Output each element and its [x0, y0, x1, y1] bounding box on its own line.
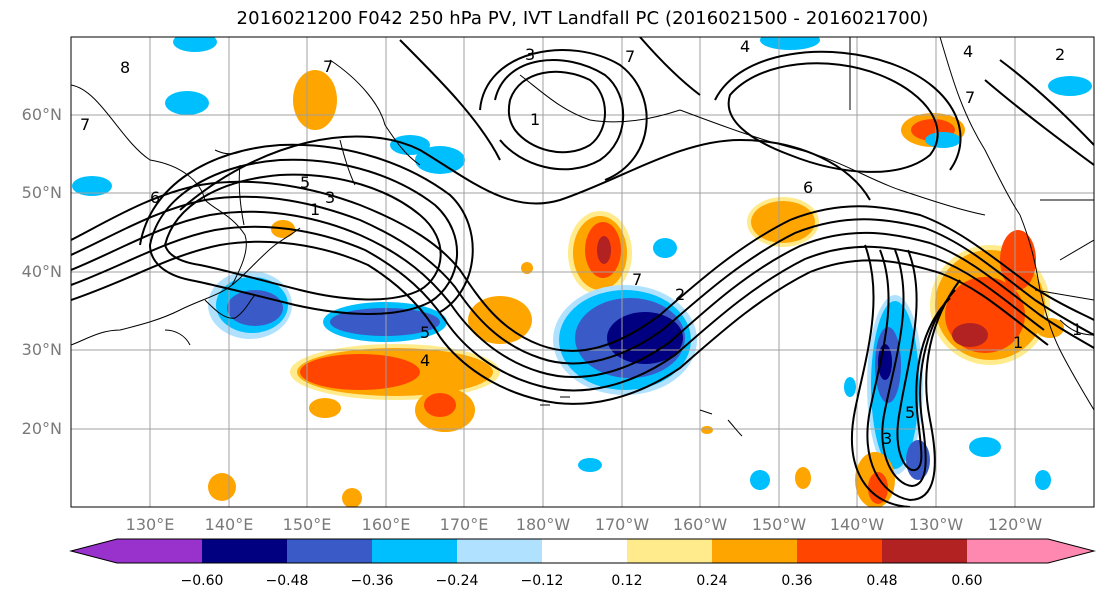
pv-positive-region: [309, 398, 341, 418]
pv-positive-region: [597, 236, 611, 264]
colorbar-tick-label: 0.36: [781, 573, 813, 589]
contour-labels: 8 7 6 5 3 1 7 4 7 3 1 6 7 2 5 4 7 4 2 1 …: [80, 37, 1082, 448]
colorbar-segment: [287, 539, 373, 563]
pv-positive-region: [300, 354, 420, 390]
pv-negative-region: [969, 437, 1001, 457]
ivt-contours: [71, 37, 1094, 507]
contour-label: 3: [525, 45, 535, 64]
pv-negative-region: [330, 308, 440, 336]
colorbar-segment: [542, 539, 628, 563]
lon-label: 180°W: [515, 515, 571, 534]
contour-label: 7: [632, 270, 642, 289]
colorbar-tick-label: 0.24: [696, 573, 728, 589]
colorbar-tick-label: 0.12: [611, 573, 643, 589]
lon-label: 170°W: [594, 515, 650, 534]
map-frame: [70, 36, 1095, 508]
lat-label: 40°N: [21, 262, 62, 281]
contour-label: 6: [150, 188, 160, 207]
contour-label: 5: [300, 173, 310, 192]
contour-label: 2: [675, 285, 685, 304]
colorbar-tick-label: −0.60: [180, 573, 224, 589]
contour-label: 5: [905, 403, 915, 422]
contour-label: 4: [420, 351, 430, 370]
pv-positive-region: [701, 426, 713, 434]
colorbar-tick-label: 0.48: [866, 573, 898, 589]
colorbar-extend-low: [71, 539, 117, 563]
colorbar-segment: [967, 539, 1048, 563]
colorbar-segment: [457, 539, 543, 563]
pv-positive-region: [1000, 230, 1036, 290]
pv-positive-region: [795, 467, 811, 489]
coastlines: [71, 37, 1094, 437]
contour-label: 5: [420, 323, 430, 342]
colorbar-segment: [712, 539, 798, 563]
contour-label: 4: [740, 37, 750, 56]
pv-positive-region: [424, 393, 456, 417]
contour-label: 1: [530, 110, 540, 129]
colorbar-segment: [202, 539, 288, 563]
colorbar-tick-label: 0.60: [951, 573, 983, 589]
colorbar-segment: [627, 539, 713, 563]
pv-negative-region: [1048, 76, 1092, 96]
colorbar-tick-label: −0.48: [265, 573, 309, 589]
colorbar-segment: [882, 539, 968, 563]
colorbar: [69, 538, 1096, 564]
lat-label: 50°N: [21, 183, 62, 202]
contour-label: 7: [80, 115, 90, 134]
pv-positive-region: [293, 70, 337, 130]
pv-negative-region: [925, 132, 961, 148]
pv-negative-region: [165, 91, 209, 115]
pv-positive-region: [208, 473, 236, 501]
lon-label: 160°E: [361, 515, 411, 534]
pv-negative-region: [173, 37, 217, 52]
contour-label: 7: [323, 57, 333, 76]
lon-label: 140°E: [204, 515, 254, 534]
lon-label: 130°E: [125, 515, 175, 534]
lat-label: 20°N: [21, 419, 62, 438]
lon-label: 150°E: [282, 515, 332, 534]
colorbar-tick-label: −0.12: [520, 573, 564, 589]
colorbar-tick-label: −0.24: [435, 573, 479, 589]
contour-label: 1: [310, 200, 320, 219]
contour-label: 2: [1055, 45, 1065, 64]
lon-label: 170°E: [439, 515, 489, 534]
pv-negative-region: [844, 377, 856, 397]
contour-label: 4: [963, 42, 973, 61]
colorbar-segment: [372, 539, 458, 563]
contour-label: 6: [803, 178, 813, 197]
contour-label: 8: [120, 58, 130, 77]
pv-negative-region: [750, 470, 770, 490]
lon-label: 140°W: [829, 515, 885, 534]
pv-positive-region: [952, 323, 988, 347]
pv-positive-region: [342, 488, 362, 507]
lon-label: 150°W: [751, 515, 807, 534]
lat-label: 60°N: [21, 105, 62, 124]
contour-label: 3: [325, 188, 335, 207]
contour-label: 1: [1013, 333, 1023, 352]
contour-label: 7: [625, 47, 635, 66]
contour-label: 7: [965, 88, 975, 107]
pv-negative-region: [72, 176, 112, 196]
colorbar-segment: [117, 539, 203, 563]
pv-negative-region: [760, 37, 820, 50]
pv-positive-region: [521, 262, 533, 274]
pv-negative-region: [415, 146, 465, 174]
colorbar-tick-label: −0.36: [350, 573, 394, 589]
lon-label: 160°W: [672, 515, 728, 534]
lat-label: 30°N: [21, 340, 62, 359]
colorbar-extend-high: [1048, 539, 1094, 563]
map-title: 2016021200 F042 250 hPa PV, IVT Landfall…: [236, 8, 929, 29]
contour-label: 1: [1072, 320, 1082, 339]
pv-negative-region: [653, 238, 677, 258]
lon-label: 120°W: [987, 515, 1043, 534]
contour-label: 3: [882, 429, 892, 448]
pv-negative-region: [1035, 470, 1051, 490]
pv-negative-region: [578, 458, 602, 472]
lon-label: 130°W: [908, 515, 964, 534]
colorbar-segment: [797, 539, 883, 563]
pv-positive-region: [1036, 318, 1064, 338]
colorbar-outline: [69, 538, 1096, 564]
pv-positive-region: [868, 472, 888, 504]
